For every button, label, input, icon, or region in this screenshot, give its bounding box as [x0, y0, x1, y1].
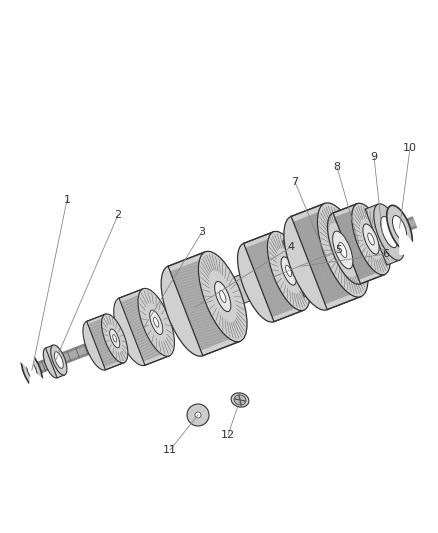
Text: 1: 1 — [64, 195, 71, 205]
Text: 9: 9 — [371, 152, 378, 162]
Ellipse shape — [219, 282, 233, 309]
Ellipse shape — [154, 317, 159, 327]
Ellipse shape — [187, 404, 209, 426]
Ellipse shape — [374, 204, 404, 260]
Polygon shape — [221, 269, 265, 308]
Text: 7: 7 — [291, 177, 299, 187]
Ellipse shape — [387, 205, 412, 251]
Ellipse shape — [195, 412, 201, 418]
Ellipse shape — [114, 298, 150, 366]
Ellipse shape — [237, 243, 280, 322]
Ellipse shape — [43, 348, 60, 378]
Ellipse shape — [231, 393, 249, 407]
Ellipse shape — [54, 352, 63, 368]
Ellipse shape — [332, 231, 353, 269]
Text: 10: 10 — [403, 143, 417, 153]
Ellipse shape — [339, 243, 347, 257]
Ellipse shape — [113, 335, 117, 342]
Polygon shape — [87, 314, 124, 370]
Ellipse shape — [301, 249, 316, 278]
Ellipse shape — [268, 231, 310, 311]
Polygon shape — [119, 289, 169, 365]
Polygon shape — [168, 252, 240, 356]
Text: 8: 8 — [333, 162, 341, 172]
Ellipse shape — [278, 241, 308, 297]
Ellipse shape — [328, 213, 366, 284]
Ellipse shape — [368, 233, 374, 245]
Ellipse shape — [219, 290, 226, 303]
Ellipse shape — [215, 281, 231, 312]
Ellipse shape — [150, 310, 163, 335]
Ellipse shape — [352, 203, 390, 275]
Ellipse shape — [138, 288, 174, 356]
Polygon shape — [283, 236, 319, 297]
Ellipse shape — [252, 269, 267, 295]
Ellipse shape — [284, 216, 335, 310]
Ellipse shape — [102, 314, 128, 363]
Text: 6: 6 — [382, 249, 389, 259]
Ellipse shape — [363, 224, 379, 254]
Polygon shape — [244, 232, 304, 322]
Ellipse shape — [234, 395, 246, 405]
Text: 4: 4 — [287, 242, 295, 252]
Polygon shape — [333, 204, 385, 284]
Wedge shape — [28, 370, 49, 392]
Polygon shape — [291, 204, 361, 310]
Ellipse shape — [110, 329, 120, 348]
Wedge shape — [15, 349, 35, 370]
Polygon shape — [46, 345, 64, 378]
Ellipse shape — [293, 235, 324, 292]
Text: 3: 3 — [198, 227, 205, 237]
Ellipse shape — [51, 345, 67, 375]
Text: 11: 11 — [163, 445, 177, 455]
Ellipse shape — [27, 361, 37, 380]
Text: 2: 2 — [114, 210, 122, 220]
Text: 5: 5 — [336, 245, 343, 255]
Ellipse shape — [21, 352, 42, 390]
Polygon shape — [365, 204, 400, 265]
Ellipse shape — [318, 203, 368, 297]
Ellipse shape — [381, 216, 397, 248]
Ellipse shape — [392, 215, 406, 240]
Ellipse shape — [161, 266, 210, 356]
Ellipse shape — [83, 321, 109, 370]
Ellipse shape — [361, 209, 391, 265]
Ellipse shape — [281, 257, 296, 285]
Ellipse shape — [286, 265, 292, 277]
Ellipse shape — [198, 251, 247, 342]
Text: 12: 12 — [221, 430, 235, 440]
Wedge shape — [399, 228, 417, 254]
